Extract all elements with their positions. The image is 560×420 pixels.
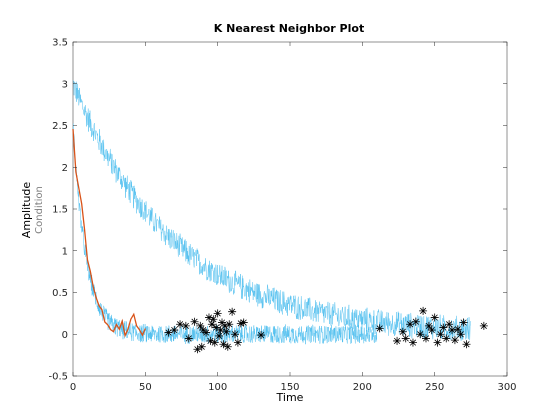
neighbor-point [220,321,229,330]
neighbor-point [231,330,240,339]
neighbor-point [239,318,248,327]
neighbor-point [375,324,384,333]
neighbor-point [416,330,425,339]
neighbor-point [181,321,190,330]
neighbor-point [421,334,430,343]
neighbor-point [424,321,433,330]
neighbor-point [223,342,232,351]
neighbor-point [176,320,185,329]
neighbor-point [257,331,266,340]
x-tick-label: 200 [353,382,372,393]
y-tick-label: 3 [62,79,68,90]
neighbor-point [236,319,245,328]
neighbor-point [193,345,202,354]
x-tick-label: 100 [208,382,227,393]
x-tick-label: 250 [425,382,444,393]
neighbor-point [204,313,213,322]
y-axis-sublabel: Condition [34,186,45,234]
y-tick-label: 1.5 [52,205,68,216]
neighbor-point [219,340,228,349]
neighbor-point [406,320,415,329]
neighbor-point [212,323,221,332]
neighbor-point [439,323,448,332]
neighbor-point [459,318,468,327]
neighbor-point [207,320,216,329]
neighbor-point [170,326,179,335]
neighbor-point [479,321,488,330]
neighbor-point [448,326,457,335]
x-tick-label: 50 [139,382,152,393]
neighbor-point [433,338,442,347]
neighbor-point [222,327,231,336]
y-tick-label: 2.5 [52,121,68,132]
neighbor-point [450,336,459,345]
neighbor-point [202,328,211,337]
y-tick-label: 0 [62,330,68,341]
neighbor-point [215,331,224,340]
neighbor-point [206,336,215,345]
neighbor-point [419,306,428,315]
y-axis-label: Amplitude [20,182,33,239]
neighbor-point [393,336,402,345]
x-tick-label: 150 [280,382,299,393]
x-axis: 0 50 100 150 200 250 300 [70,42,517,393]
y-axis: -0.5 0 0.5 1 1.5 2 2.5 3 3.5 [48,38,507,383]
neighbor-point [462,340,471,349]
neighbor-point [184,334,193,343]
neighbor-point [411,317,420,326]
plot-area: 0 50 100 150 200 250 300 -0.500.511.522.533.5 [48,38,516,394]
chart-title: K Nearest Neighbor Plot [214,22,364,35]
noise-band-slow [72,80,472,341]
neighbor-point [218,318,227,327]
neighbor-point [209,315,218,324]
neighbor-point [190,317,199,326]
neighbor-point [225,320,234,329]
y-tick-label: -0.5 [48,372,68,383]
test-series-line [72,128,146,338]
neighbor-point [164,328,173,337]
neighbor-point [430,313,439,322]
neighbor-point [427,326,436,335]
y-tick-label: 0.5 [52,288,68,299]
neighbor-point [408,338,417,347]
x-tick-label: 0 [70,382,76,393]
neighbor-point [445,320,454,329]
x-axis-label: Time [276,391,304,404]
neighbor-point [401,334,410,343]
neighbor-point [228,307,237,316]
neighbor-point [398,327,407,336]
neighbor-point [436,330,445,339]
neighbor-point [233,338,242,347]
neighbor-point [442,334,451,343]
y-tick-label: 2 [62,163,68,174]
neighbor-point [216,326,225,335]
neighbor-point [453,325,462,334]
y-tick-label: 1 [62,246,68,257]
test-series-layer [72,128,146,338]
neighbor-point [196,321,205,330]
neighbor-point [456,330,465,339]
neighbor-point [197,342,206,351]
neighbor-point [213,309,222,318]
neighbor-point [210,338,219,347]
neighbor-markers-layer [164,306,488,354]
y-tick-label: 3.5 [52,38,68,49]
x-tick-label: 300 [497,382,516,393]
